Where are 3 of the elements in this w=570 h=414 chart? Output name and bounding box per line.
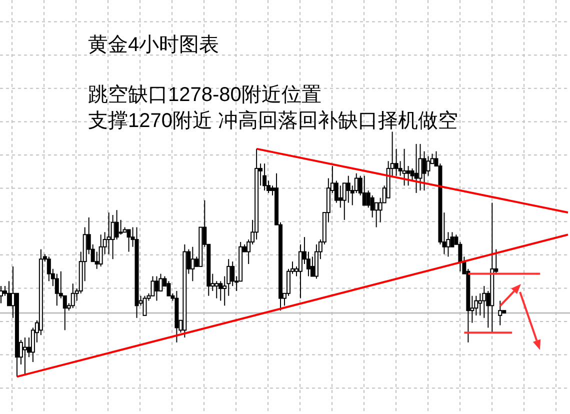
annotation: 支撑1270附近 冲高回落回补缺口择机做空 (88, 110, 458, 132)
annotation: 跳空缺口1278-80附近位置 (88, 84, 322, 106)
title: 黄金4小时图表 (88, 34, 220, 56)
